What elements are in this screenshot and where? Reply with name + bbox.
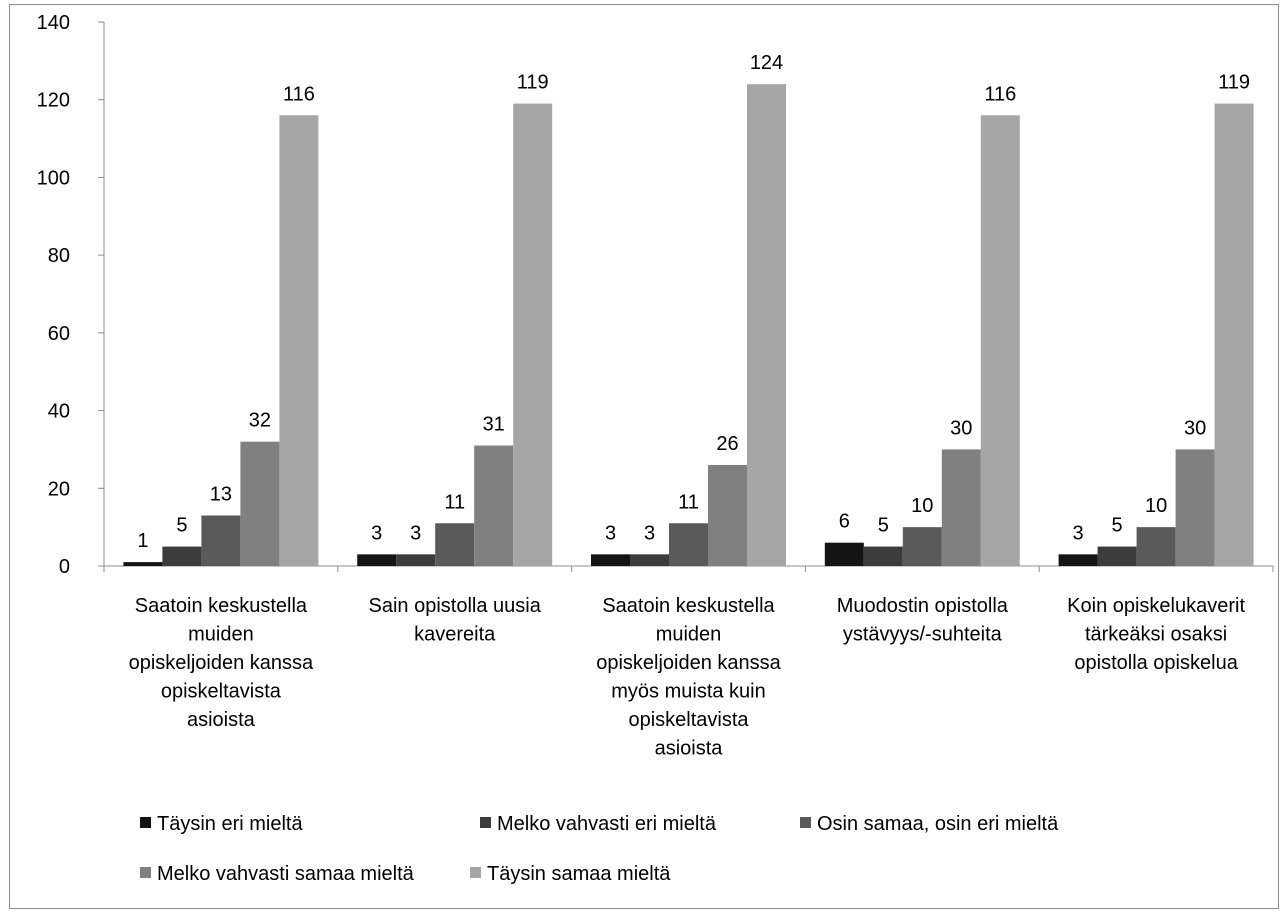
bar [863,546,903,566]
data-label: 1 [137,530,148,552]
legend-item: Osin samaa, osin eri mieltä [800,813,1059,835]
category-label: muiden [188,624,254,646]
data-label: 30 [950,417,972,439]
bar [435,523,475,566]
category-label: tärkeäksi osaksi [1085,624,1227,646]
bar [591,554,630,566]
legend-swatch [800,817,811,828]
data-label: 3 [410,522,421,544]
bar [902,527,942,566]
y-tick-label: 40 [48,401,70,423]
bar [1097,546,1137,566]
data-label: 10 [1145,495,1167,517]
legend-swatch [480,817,491,828]
category-label: kavereita [414,624,496,646]
bar [941,449,981,566]
data-label: 13 [210,483,232,505]
legend-swatch [140,817,151,828]
bar [201,515,241,566]
category-label: Koin opiskelukaverit [1067,595,1245,617]
bar [1136,527,1176,566]
data-label: 11 [444,491,465,513]
y-tick-label: 100 [37,167,70,189]
category-label: myös muista kuin [611,681,766,703]
bar [1058,554,1098,566]
category-label: asioista [655,738,724,760]
legend: Täysin eri mieltä Melko vahvasti eri miel… [140,813,1059,885]
bar [747,84,786,567]
legend-swatch [140,867,151,878]
data-label: 3 [371,522,382,544]
data-label: 3 [605,522,616,544]
category-label: opiskeljoiden kanssa [129,652,314,674]
bar [1175,449,1215,566]
bar [396,554,436,566]
legend-label: Osin samaa, osin eri mieltä [817,813,1059,835]
category-label: opiskeltavista [161,681,282,703]
bar [669,523,708,566]
category-label: opistolla opiskelua [1074,652,1238,674]
y-tick-label: 80 [48,245,70,267]
data-label: 26 [716,433,738,455]
bar [357,554,397,566]
y-tick-label: 120 [37,90,70,112]
bar [980,115,1020,566]
data-label: 11 [678,491,699,513]
data-label: 116 [984,83,1016,105]
legend-label: Melko vahvasti eri mieltä [497,813,717,835]
bar [630,554,669,566]
category-label: asioista [187,709,256,731]
category-labels: Saatoin keskustella muiden opiskeljoiden k… [129,595,1246,760]
data-label: 31 [483,414,505,436]
bar [162,546,202,566]
bar [123,562,163,566]
legend-swatch [470,867,481,878]
category-label: Saatoin keskustella [135,595,308,617]
data-label: 10 [911,495,933,517]
legend-label: Täysin samaa mieltä [487,863,671,885]
data-label: 3 [1073,522,1084,544]
bar [708,464,747,566]
data-label: 32 [249,410,271,432]
category-label: Muodostin opistolla [837,595,1009,617]
data-label: 119 [1218,72,1250,94]
bar [279,115,319,566]
category-label: ystävyys/-suhteita [843,624,1003,646]
category-label: opiskeltavista [628,709,749,731]
legend-label: Täysin eri mieltä [157,813,303,835]
legend-label: Melko vahvasti samaa mieltä [157,863,415,885]
y-tick-label: 20 [48,478,70,500]
legend-item: Melko vahvasti eri mieltä [480,813,717,835]
legend-item: Melko vahvasti samaa mieltä [140,863,415,885]
data-label: 30 [1184,417,1206,439]
data-labels: 1 5 13 32 116 3 3 11 31 119 3 3 11 26 124 6 5 10 30 116 3 5 10… [137,52,1250,552]
legend-item: Täysin samaa mieltä [470,863,671,885]
y-tick-label: 60 [48,323,70,345]
bar [474,445,514,566]
bar [240,441,280,566]
data-label: 116 [283,83,315,105]
bars [123,84,1254,567]
data-label: 124 [750,52,783,74]
category-label: Sain opistolla uusia [369,595,542,617]
data-label: 119 [517,72,549,94]
y-tick-label: 140 [37,12,70,34]
bar [1214,103,1254,566]
chart-frame [9,4,1279,909]
category-label: muiden [656,624,722,646]
category-label: opiskeljoiden kanssa [596,652,781,674]
legend-item: Täysin eri mieltä [140,813,303,835]
bar [513,103,553,566]
data-label: 5 [176,515,187,537]
category-label: Saatoin keskustella [602,595,775,617]
data-label: 6 [839,511,850,533]
bar [824,542,864,566]
data-label: 5 [878,515,889,537]
data-label: 5 [1112,515,1123,537]
y-tick-label: 0 [59,556,70,578]
data-label: 3 [644,522,655,544]
